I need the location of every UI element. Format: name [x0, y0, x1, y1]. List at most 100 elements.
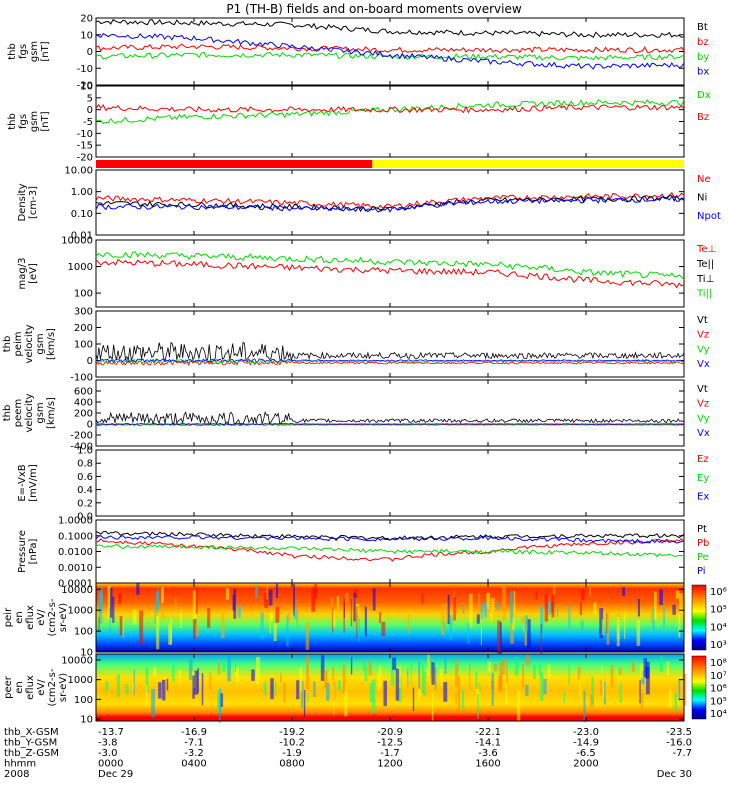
spectrogram-streak	[431, 692, 434, 723]
spectrogram-streak	[156, 615, 160, 650]
ephemeris-value: Dec 30	[657, 769, 692, 780]
spectrogram-streak	[490, 598, 495, 622]
ephemeris-value: 1600	[475, 759, 500, 770]
spectrogram-streak	[668, 689, 672, 708]
spectrogram-streak	[358, 618, 361, 643]
spectrogram-streak	[145, 667, 149, 693]
spectrogram-streak	[353, 592, 356, 622]
velocity-trace-red	[95, 360, 685, 366]
spectrogram-streak	[543, 678, 547, 695]
ephemeris-value: -12.5	[377, 738, 403, 749]
spectrogram-streak	[161, 679, 166, 701]
spectrogram-streak	[527, 619, 531, 649]
spectrogram-streak	[194, 670, 198, 695]
spectrogram-streak	[454, 659, 459, 687]
ephemeris-value: -23.5	[666, 727, 692, 738]
spectrogram-streak	[306, 656, 309, 690]
y-tick-label: -100	[70, 373, 93, 384]
y-tick-label: 0.2	[77, 498, 93, 509]
spectrogram-streak	[350, 598, 353, 627]
spectrogram-streak	[195, 587, 198, 614]
spectrogram-streak	[484, 602, 488, 618]
y-axis-label: peim	[13, 331, 24, 356]
spectrogram-streak	[323, 670, 328, 689]
y-axis-label: [cm-3]	[28, 186, 39, 219]
ephemeris-value: -13.7	[98, 727, 124, 738]
spectrogram-streak	[260, 612, 264, 639]
colorbar-label: 10⁵	[710, 696, 727, 707]
spectrogram-streak	[369, 683, 374, 703]
spectrogram-streak	[583, 690, 586, 723]
y-tick-label: 10.00	[64, 166, 93, 177]
legend-Vy: Vy	[697, 344, 710, 355]
legend-Vz: Vz	[697, 330, 709, 341]
ephemeris-value: 0400	[181, 759, 206, 770]
legend-Npot: Npot	[697, 211, 721, 222]
legend-Te||: Te||	[696, 259, 714, 270]
spectrogram-streak	[201, 673, 204, 706]
y-axis-label: thb	[0, 609, 3, 626]
spectrogram-streak	[581, 589, 585, 601]
spectrogram-streak	[440, 669, 443, 687]
spectrogram-streak	[547, 600, 552, 615]
spectrogram-streak	[540, 672, 544, 701]
y-axis-label: en	[14, 611, 25, 624]
series-Pe	[95, 544, 685, 558]
spectrogram-streak	[174, 598, 177, 610]
legend-Vy: Vy	[697, 413, 710, 424]
spectrogram-streak	[105, 681, 109, 692]
spectrogram-streak	[192, 675, 195, 699]
spectrogram-streak	[547, 664, 551, 679]
spectrogram-streak	[636, 619, 641, 646]
spectrogram-streak	[180, 610, 182, 628]
legend-Vt: Vt	[697, 315, 708, 326]
spectrogram-streak	[603, 681, 606, 705]
series-Ni	[95, 194, 685, 213]
spectrogram-streak	[480, 604, 484, 619]
spectrogram-streak	[540, 605, 544, 639]
ephemeris-value: -14.9	[573, 738, 599, 749]
spectrogram-streak	[275, 583, 279, 599]
spectrogram-streak	[556, 604, 559, 617]
series-Bz	[95, 104, 685, 114]
spectrogram-streak	[161, 611, 165, 619]
spectrogram-streak	[445, 602, 448, 625]
spectrogram-streak	[622, 587, 626, 596]
spectrogram-streak	[493, 664, 498, 672]
spectrogram-streak	[568, 664, 570, 686]
spectrogram-streak	[112, 596, 115, 623]
velocity-trace-blue	[95, 358, 685, 363]
y-axis-label: E=-VxB	[17, 464, 28, 501]
y-tick-label: 1.00	[71, 187, 93, 198]
y-axis-label: thb	[7, 43, 18, 60]
series-Pb	[95, 537, 685, 562]
spectrogram-streak	[510, 591, 513, 623]
spectrogram-streak	[383, 680, 387, 707]
y-tick-label: 0	[87, 105, 93, 116]
spectrogram-streak	[251, 669, 255, 681]
spectrogram-streak	[588, 586, 591, 597]
spectrogram-streak	[457, 676, 460, 710]
colorbar-label: 10⁴	[710, 709, 727, 720]
ephemeris-label: hhmm	[4, 759, 36, 770]
spectrogram-streak	[502, 586, 507, 621]
spectrogram-streak	[264, 592, 269, 608]
spectrogram-streak	[618, 667, 622, 675]
spectrogram-streak	[417, 689, 421, 701]
spectrogram-streak	[499, 622, 502, 657]
y-axis-label: [km/s]	[46, 397, 57, 429]
spectrogram-streak	[395, 668, 400, 701]
y-axis-label: thb	[0, 679, 3, 696]
ephemeris-label: thb_Y-GSM	[4, 738, 57, 749]
spectrogram-streak	[326, 688, 329, 696]
legend-bx: bx	[697, 67, 709, 78]
spectrogram-streak	[551, 595, 555, 618]
spectrogram-streak	[158, 682, 162, 699]
spectrogram-streak	[371, 679, 376, 713]
spectrogram-streak	[431, 662, 435, 685]
spectrogram-streak	[333, 686, 335, 716]
y-axis-label: [eV]	[28, 263, 39, 284]
spectrogram-streak	[344, 593, 349, 603]
spectrogram-streak	[423, 672, 427, 696]
spectrogram-streak	[225, 588, 230, 600]
